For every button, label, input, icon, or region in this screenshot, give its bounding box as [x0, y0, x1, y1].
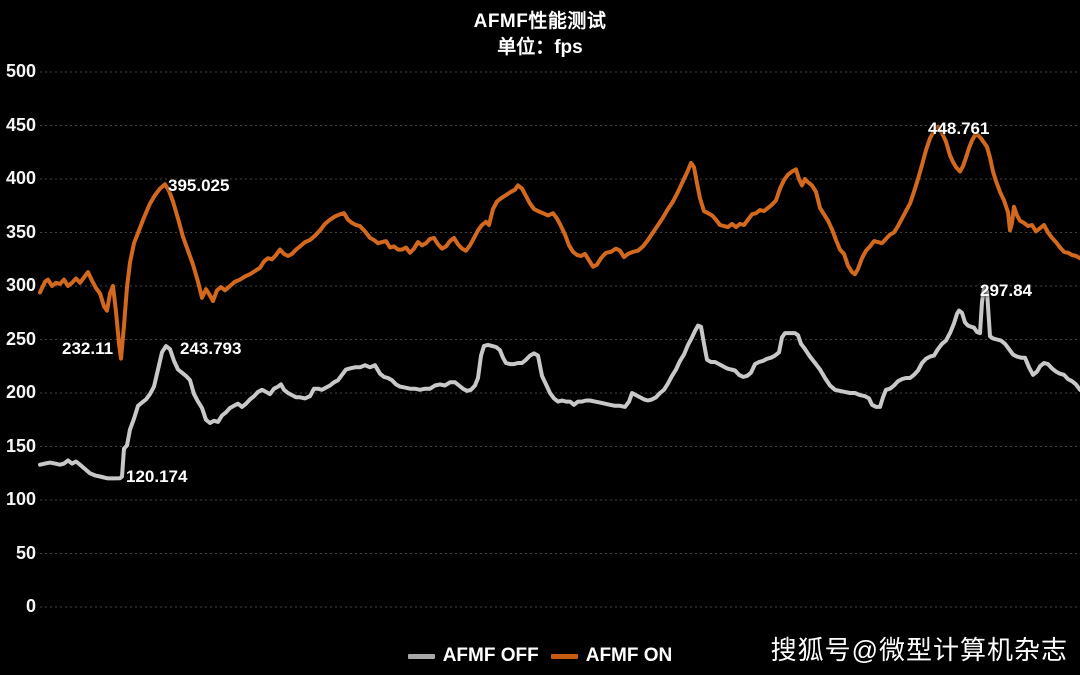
y-tick-label-0: 0	[25, 596, 36, 616]
y-tick-label-250: 250	[5, 328, 36, 349]
watermark-text: 搜狐号@微型计算机杂志	[770, 635, 1068, 665]
series-line-afmf-on	[38, 124, 1080, 361]
afmf-off-line-swatch	[407, 653, 435, 659]
y-tick-label-300: 300	[5, 275, 36, 295]
y-tick-label-400: 400	[5, 168, 36, 188]
annotation-243.793: 243.793	[180, 339, 242, 358]
annotation-297.84: 297.84	[980, 281, 1032, 300]
y-tick-label-350: 350	[5, 221, 36, 242]
series-line-afmf-off	[38, 286, 1080, 481]
y-tick-label-200: 200	[5, 382, 36, 402]
chart-legend: AFMF OFF AFMF ON	[0, 645, 1080, 667]
legend-item-afmf-off: AFMF OFF	[407, 645, 539, 667]
afmf-on-line-swatch	[550, 653, 578, 659]
annotation-232.11: 232.11	[62, 339, 114, 358]
y-tick-label-50: 50	[15, 542, 36, 563]
legend-label-afmf-off: AFMF OFF	[442, 645, 539, 666]
y-tick-label-450: 450	[5, 114, 36, 135]
y-tick-label-100: 100	[5, 489, 36, 509]
annotation-448.761: 448.761	[928, 119, 990, 138]
chart-subtitle: 单位：fps	[497, 37, 583, 58]
y-tick-label-150: 150	[5, 435, 36, 456]
y-tick-label-500: 500	[5, 61, 36, 81]
chart-title: AFMF性能测试	[473, 11, 607, 32]
annotation-120.174: 120.174	[126, 467, 188, 486]
annotation-395.025: 395.025	[168, 176, 230, 195]
legend-item-afmf-on: AFMF ON	[550, 645, 673, 667]
legend-label-afmf-on: AFMF ON	[585, 645, 673, 666]
